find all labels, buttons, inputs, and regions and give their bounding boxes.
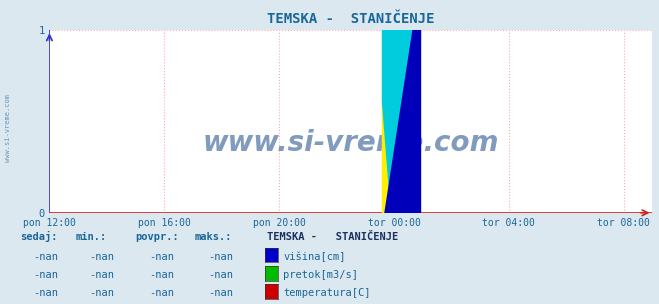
Text: TEMSKA -   STANIČENJE: TEMSKA - STANIČENJE	[267, 232, 398, 242]
Text: -nan: -nan	[90, 252, 115, 262]
Text: -nan: -nan	[208, 288, 233, 299]
Text: maks.:: maks.:	[194, 232, 232, 242]
Title: TEMSKA -  STANIČENJE: TEMSKA - STANIČENJE	[267, 12, 435, 26]
Text: min.:: min.:	[76, 232, 107, 242]
Text: višina[cm]: višina[cm]	[283, 251, 346, 262]
Text: -nan: -nan	[208, 252, 233, 262]
Text: -nan: -nan	[149, 288, 174, 299]
Polygon shape	[382, 0, 420, 222]
Text: sedaj:: sedaj:	[20, 231, 57, 242]
Polygon shape	[382, 0, 420, 222]
Text: -nan: -nan	[149, 270, 174, 280]
Text: -nan: -nan	[149, 252, 174, 262]
Text: -nan: -nan	[90, 270, 115, 280]
Text: pretok[m3/s]: pretok[m3/s]	[283, 270, 358, 280]
Text: -nan: -nan	[34, 270, 59, 280]
Text: -nan: -nan	[208, 270, 233, 280]
Text: povpr.:: povpr.:	[135, 232, 179, 242]
Text: -nan: -nan	[90, 288, 115, 299]
Text: -nan: -nan	[34, 288, 59, 299]
Text: temperatura[C]: temperatura[C]	[283, 288, 371, 299]
Text: www.si-vreme.com: www.si-vreme.com	[203, 130, 499, 157]
Polygon shape	[382, 0, 420, 222]
Text: -nan: -nan	[34, 252, 59, 262]
Text: www.si-vreme.com: www.si-vreme.com	[5, 94, 11, 162]
